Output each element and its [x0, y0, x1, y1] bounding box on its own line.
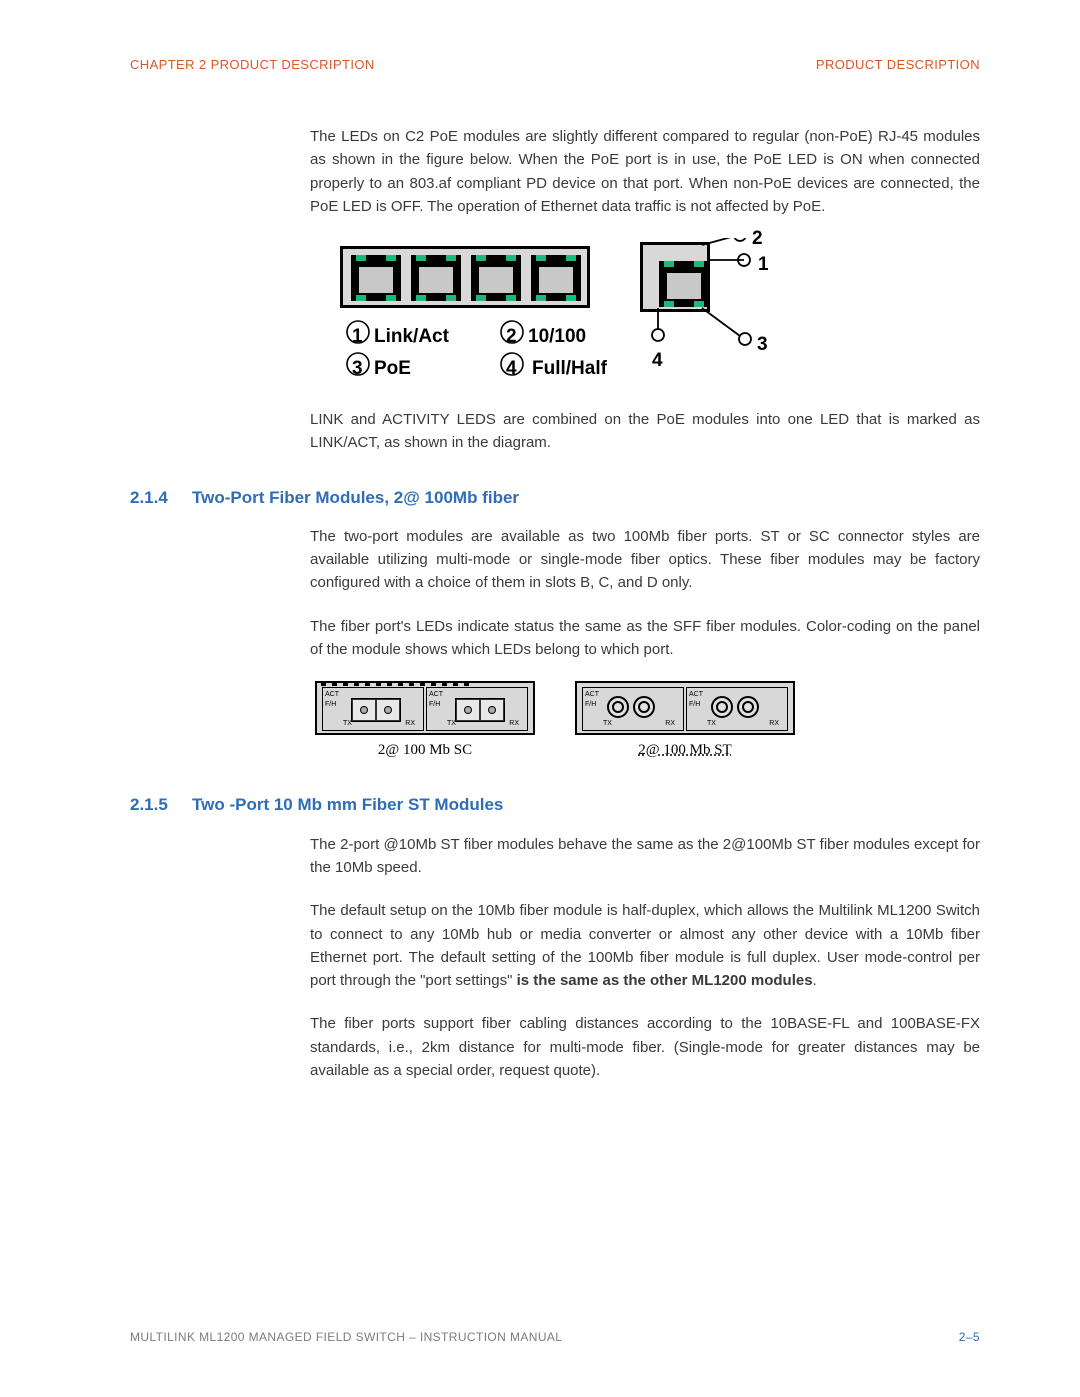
legend-label-fullhalf: Full/Half: [532, 354, 607, 383]
section-heading-214: 2.1.4 Two-Port Fiber Modules, 2@ 100Mb f…: [130, 485, 980, 511]
paragraph-215a: The 2-port @10Mb ST fiber modules behave…: [310, 833, 980, 880]
figure-fiber-modules: ACT F/H TX RX ACT F/H TX RX 2@ 100 Mb SC: [130, 681, 980, 762]
module-st: ACT F/H TX RX ACT F/H TX RX 2@ 100 Mb ST: [575, 681, 795, 762]
legend-label-poe: PoE: [374, 354, 411, 383]
section-number: 2.1.5: [130, 792, 178, 818]
header-left: CHAPTER 2 PRODUCT DESCRIPTION: [130, 55, 375, 75]
caption-st: 2@ 100 Mb ST: [638, 739, 731, 762]
caption-sc: 2@ 100 Mb SC: [378, 739, 472, 762]
paragraph-poe-led: The LEDs on C2 PoE modules are slightly …: [310, 125, 980, 218]
legend-num-1: 1: [352, 322, 363, 351]
legend-label-linkact: Link/Act: [374, 322, 449, 351]
footer-left: MULTILINK ML1200 MANAGED FIELD SWITCH – …: [130, 1328, 562, 1347]
paragraph-214a: The two-port modules are available as tw…: [310, 525, 980, 595]
header-right: PRODUCT DESCRIPTION: [816, 55, 980, 75]
legend-label-10100: 10/100: [528, 322, 586, 351]
callout-label-1: 1: [758, 250, 769, 279]
module-sc: ACT F/H TX RX ACT F/H TX RX 2@ 100 Mb SC: [315, 681, 535, 762]
section-title: Two-Port Fiber Modules, 2@ 100Mb fiber: [192, 485, 519, 511]
page-footer: MULTILINK ML1200 MANAGED FIELD SWITCH – …: [130, 1328, 980, 1347]
figure-poe-led-diagram: 1 2 3 4 1 Link/Act 2 10/100 3 PoE 4 Full…: [130, 238, 980, 378]
section-title: Two -Port 10 Mb mm Fiber ST Modules: [192, 792, 503, 818]
callout-label-2: 2: [752, 224, 763, 253]
paragraph-215c: The fiber ports support fiber cabling di…: [310, 1012, 980, 1082]
callout-label-4: 4: [652, 346, 663, 375]
legend-num-2: 2: [506, 322, 517, 351]
callout-label-3: 3: [757, 330, 768, 359]
paragraph-linkact-note: LINK and ACTIVITY LEDS are combined on t…: [310, 408, 980, 455]
paragraph-214b: The fiber port's LEDs indicate status th…: [310, 615, 980, 662]
section-heading-215: 2.1.5 Two -Port 10 Mb mm Fiber ST Module…: [130, 792, 980, 818]
legend-num-4: 4: [506, 354, 517, 383]
page-header: CHAPTER 2 PRODUCT DESCRIPTION PRODUCT DE…: [130, 55, 980, 75]
legend-num-3: 3: [352, 354, 363, 383]
footer-page-number: 2–5: [959, 1328, 980, 1347]
section-number: 2.1.4: [130, 485, 178, 511]
paragraph-215b: The default setup on the 10Mb fiber modu…: [310, 899, 980, 992]
